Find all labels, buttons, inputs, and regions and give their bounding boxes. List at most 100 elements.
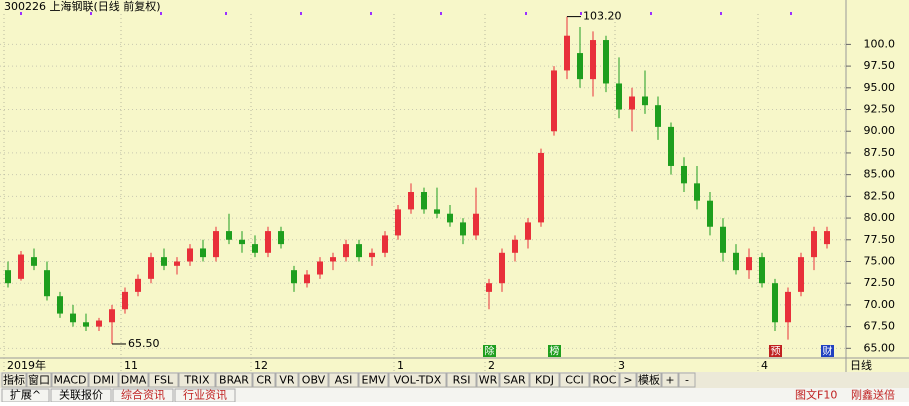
candle-body: [395, 209, 401, 236]
event-box: [483, 345, 496, 357]
tab-label[interactable]: 关联报价: [59, 388, 103, 402]
toolbar-label[interactable]: VOL-TDX: [394, 374, 442, 387]
candle-body: [200, 248, 206, 258]
toolbar-label[interactable]: DMI: [93, 374, 114, 387]
toolbar-label[interactable]: DMA: [121, 374, 147, 387]
toolbar-button[interactable]: [215, 372, 253, 388]
top-markers: [20, 12, 792, 15]
toolbar-label[interactable]: FSL: [154, 374, 174, 387]
toolbar-label[interactable]: CCI: [565, 374, 584, 387]
x-tick-label: 3: [618, 359, 625, 372]
tab-label[interactable]: 扩展^: [10, 388, 41, 402]
toolbar-label[interactable]: TRIX: [183, 374, 210, 387]
toolbar-button[interactable]: [1, 372, 27, 388]
candle-body: [720, 226, 726, 253]
y-tick-label: 95.00: [864, 81, 896, 94]
candle-body: [44, 270, 50, 297]
toolbar-button[interactable]: [118, 372, 149, 388]
y-tick-label: 87.50: [864, 146, 896, 159]
candle-body: [824, 231, 830, 245]
candle-body: [486, 283, 492, 292]
annotation-label: 65.50: [128, 337, 160, 350]
x-tick-label: 12: [254, 359, 268, 372]
candle-body: [512, 239, 518, 253]
candle-body: [408, 192, 414, 210]
tab-label[interactable]: 行业资讯: [183, 389, 227, 402]
y-tick-label: 77.50: [864, 233, 896, 246]
y-tick-label: 82.50: [864, 189, 896, 202]
y-tick-label: 75.00: [864, 254, 896, 267]
event-box: [548, 345, 561, 357]
candle-body: [733, 252, 739, 271]
toolbar-label[interactable]: EMV: [362, 374, 386, 387]
candle-body: [499, 252, 505, 284]
candle-body: [304, 274, 310, 284]
candle-body: [252, 244, 258, 253]
toolbar-button[interactable]: [275, 372, 299, 388]
x-tick-label: 1: [397, 359, 404, 372]
toolbar-label[interactable]: MACD: [54, 374, 87, 387]
y-tick-label: 100.0: [864, 37, 896, 50]
toolbar-button[interactable]: [529, 372, 560, 388]
toolbar-button[interactable]: [298, 372, 329, 388]
candle-body: [161, 257, 167, 266]
link[interactable]: 图文F10: [795, 388, 837, 402]
toolbar-button[interactable]: [636, 372, 662, 388]
toolbar-button[interactable]: [499, 372, 530, 388]
toolbar-label[interactable]: ROC: [593, 374, 617, 387]
toolbar-label[interactable]: SAR: [503, 374, 526, 387]
toolbar-button[interactable]: [619, 372, 637, 388]
toolbar-button[interactable]: [476, 372, 500, 388]
toolbar-label[interactable]: ASI: [335, 374, 353, 387]
toolbar-button[interactable]: [559, 372, 590, 388]
toolbar-label[interactable]: +: [665, 374, 674, 387]
toolbar-label[interactable]: KDJ: [535, 374, 554, 387]
x-tick-label: 2: [488, 359, 495, 372]
toolbar-label[interactable]: WR: [479, 374, 498, 387]
candle-body: [369, 252, 375, 258]
toolbar-label[interactable]: BRAR: [219, 374, 249, 387]
toolbar-label[interactable]: CR: [256, 374, 272, 387]
toolbar-label[interactable]: -: [685, 374, 689, 387]
candle-body: [18, 254, 24, 279]
candle-body: [83, 322, 89, 327]
toolbar-button[interactable]: [26, 372, 52, 388]
candle-body: [148, 257, 154, 279]
toolbar-button[interactable]: [661, 372, 679, 388]
candle-body: [473, 213, 479, 236]
toolbar-button[interactable]: [148, 372, 179, 388]
toolbar-label[interactable]: 窗口: [28, 373, 50, 387]
toolbar-button[interactable]: [178, 372, 216, 388]
y-tick-label: 90.00: [864, 124, 896, 137]
toolbar-label[interactable]: OBV: [302, 374, 326, 387]
candle-body: [382, 235, 388, 253]
y-tick-label: 97.50: [864, 59, 896, 72]
link[interactable]: 刚鑫送倍: [851, 388, 895, 402]
period-label: 日线: [850, 358, 872, 372]
candle-body: [434, 209, 440, 214]
toolbar-button[interactable]: [252, 372, 276, 388]
toolbar-button[interactable]: [358, 372, 389, 388]
toolbar-button[interactable]: [51, 372, 89, 388]
toolbar-button[interactable]: [589, 372, 620, 388]
y-tick-label: 67.50: [864, 320, 896, 333]
toolbar-label[interactable]: >: [623, 374, 632, 387]
event-label: 榜: [550, 345, 560, 358]
candle-body: [460, 222, 466, 236]
candle-body: [421, 192, 427, 210]
toolbar-label[interactable]: RSI: [453, 374, 471, 387]
toolbar-button[interactable]: [446, 372, 477, 388]
candle-body: [265, 231, 271, 253]
candle-body: [343, 244, 349, 258]
toolbar-button[interactable]: [388, 372, 447, 388]
candle-body: [655, 105, 661, 127]
y-tick-label: 65.00: [864, 341, 896, 354]
toolbar-button[interactable]: [328, 372, 359, 388]
toolbar-label[interactable]: 指标: [3, 373, 25, 387]
tab-label[interactable]: 综合资讯: [121, 388, 165, 402]
toolbar-button[interactable]: [678, 372, 696, 388]
toolbar-label[interactable]: VR: [279, 374, 295, 387]
toolbar-label[interactable]: 模板: [638, 373, 660, 387]
y-tick-label: 70.00: [864, 298, 896, 311]
toolbar-button[interactable]: [88, 372, 119, 388]
